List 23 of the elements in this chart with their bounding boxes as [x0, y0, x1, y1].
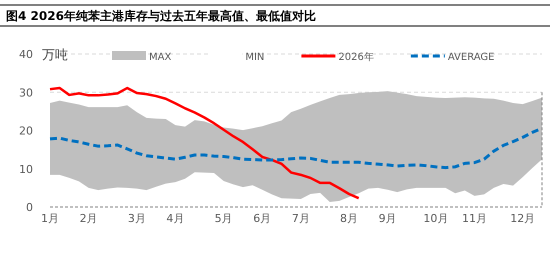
x-tick-label: 10月 — [423, 212, 448, 225]
x-tick-label: 6月 — [253, 212, 272, 225]
x-tick-label: 7月 — [292, 212, 310, 225]
y-tick-label: 40 — [19, 48, 33, 61]
legend-label: MIN — [245, 52, 264, 63]
x-tick-label: 2月 — [80, 212, 98, 225]
y-tick-label: 30 — [19, 86, 33, 100]
x-tick-label: 3月 — [128, 212, 146, 225]
legend-label: 2026年 — [338, 51, 374, 63]
x-tick-label: 8月 — [340, 212, 358, 225]
x-tick-label: 5月 — [214, 212, 233, 225]
legend-label: MAX — [149, 52, 172, 63]
y-axis-title: 万吨 — [42, 48, 68, 63]
x-tick-label: 4月 — [166, 212, 184, 225]
y-tick-label: 20 — [19, 124, 33, 138]
x-tick-label: 9月 — [378, 212, 397, 225]
chart-title: 图4 2026年纯苯主港库存与过去五年最高值、最低值对比 — [6, 9, 316, 23]
x-tick-label: 11月 — [462, 212, 487, 225]
legend-label: AVERAGE — [448, 52, 494, 63]
y-tick-label: 0 — [26, 201, 33, 214]
x-tick-label: 1月 — [41, 212, 59, 225]
x-tick-label: 12月 — [510, 212, 536, 225]
y-tick-label: 10 — [19, 162, 33, 176]
